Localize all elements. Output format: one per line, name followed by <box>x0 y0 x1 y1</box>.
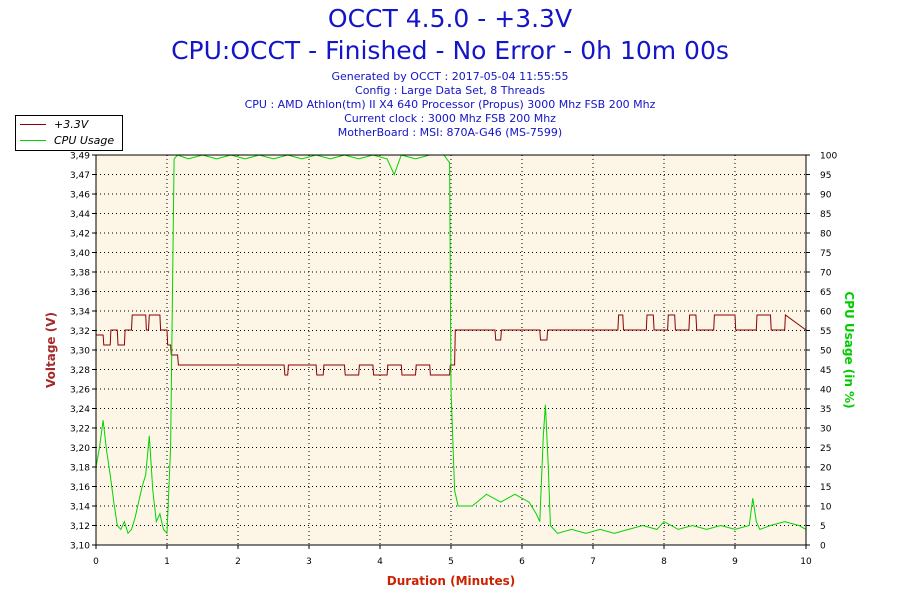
x-tick-label: 4 <box>377 557 383 567</box>
y-tick-label: 3,18 <box>70 464 90 474</box>
y-tick-label: 3,32 <box>70 327 90 337</box>
y2-tick-label: 45 <box>820 366 831 376</box>
y2-tick-label: 30 <box>820 425 832 435</box>
chart-title: OCCT 4.5.0 - +3.3V <box>327 4 573 33</box>
x-tick-label: 2 <box>235 557 241 567</box>
y2-tick-label: 0 <box>820 542 826 552</box>
legend-label-cpu: CPU Usage <box>54 134 115 147</box>
x-tick-label: 3 <box>306 557 312 567</box>
y-tick-label: 3,16 <box>70 483 90 493</box>
y2-tick-label: 75 <box>820 249 831 259</box>
y2-tick-label: 70 <box>820 269 832 279</box>
x-tick-label: 1 <box>164 557 170 567</box>
x-tick-label: 5 <box>448 557 454 567</box>
x-tick-label: 9 <box>732 557 738 567</box>
legend-label-voltage: +3.3V <box>54 118 89 131</box>
y2-tick-label: 35 <box>820 405 831 415</box>
y-tick-label: 3,28 <box>70 366 90 376</box>
y2-tick-label: 50 <box>820 347 832 357</box>
y2-tick-label: 25 <box>820 444 831 454</box>
legend-swatch-cpu <box>20 140 46 141</box>
y2-tick-label: 55 <box>820 327 831 337</box>
y-tick-label: 3,44 <box>70 210 90 220</box>
y2-axis-title: CPU Usage (in %) <box>842 291 856 408</box>
legend-item-cpu: CPU Usage <box>16 133 122 149</box>
y-tick-label: 3,36 <box>70 288 90 298</box>
y2-tick-label: 15 <box>820 483 831 493</box>
legend: +3.3V CPU Usage <box>15 115 123 151</box>
y-tick-label: 3,47 <box>70 171 90 181</box>
chart-subtitle: CPU:OCCT - Finished - No Error - 0h 10m … <box>171 36 729 65</box>
x-tick-label: 10 <box>800 557 812 567</box>
x-axis-title: Duration (Minutes) <box>387 574 515 588</box>
y2-tick-label: 40 <box>820 386 832 396</box>
y-tick-label: 3,22 <box>70 425 90 435</box>
x-tick-label: 0 <box>93 557 99 567</box>
y-tick-label: 3,14 <box>70 503 90 513</box>
legend-swatch-voltage <box>20 124 46 125</box>
y2-tick-label: 100 <box>820 152 837 162</box>
y2-tick-label: 10 <box>820 503 832 513</box>
y2-tick-label: 65 <box>820 288 831 298</box>
y2-tick-label: 95 <box>820 171 831 181</box>
y-tick-label: 3,34 <box>70 308 90 318</box>
info-generated: Generated by OCCT : 2017-05-04 11:55:55 <box>331 70 569 83</box>
legend-item-voltage: +3.3V <box>16 117 122 133</box>
x-tick-label: 7 <box>590 557 596 567</box>
info-clock: Current clock : 3000 Mhz FSB 200 Mhz <box>344 112 556 125</box>
y-tick-label: 3,24 <box>70 405 90 415</box>
y-tick-label: 3,12 <box>70 522 90 532</box>
x-tick-label: 8 <box>661 557 667 567</box>
x-tick-label: 6 <box>519 557 525 567</box>
y-tick-label: 3,42 <box>70 230 90 240</box>
y2-tick-label: 5 <box>820 522 826 532</box>
y-tick-label: 3,46 <box>70 191 90 201</box>
y2-tick-label: 90 <box>820 191 832 201</box>
y2-tick-label: 60 <box>820 308 832 318</box>
info-config: Config : Large Data Set, 8 Threads <box>355 84 545 97</box>
y2-tick-label: 80 <box>820 230 832 240</box>
y2-tick-label: 20 <box>820 464 832 474</box>
y-tick-label: 3,10 <box>70 542 90 552</box>
y-axis-title: Voltage (V) <box>44 312 58 388</box>
y-tick-label: 3,40 <box>70 249 90 259</box>
y-tick-label: 3,30 <box>70 347 90 357</box>
y-tick-label: 3,38 <box>70 269 90 279</box>
y-tick-label: 3,49 <box>70 152 90 162</box>
y2-tick-label: 85 <box>820 210 831 220</box>
y-tick-label: 3,20 <box>70 444 90 454</box>
y-tick-label: 3,26 <box>70 386 90 396</box>
info-motherboard: MotherBoard : MSI: 870A-G46 (MS-7599) <box>337 126 563 139</box>
voltage-series-line <box>96 314 807 376</box>
info-cpu: CPU : AMD Athlon(tm) II X4 640 Processor… <box>244 98 656 111</box>
